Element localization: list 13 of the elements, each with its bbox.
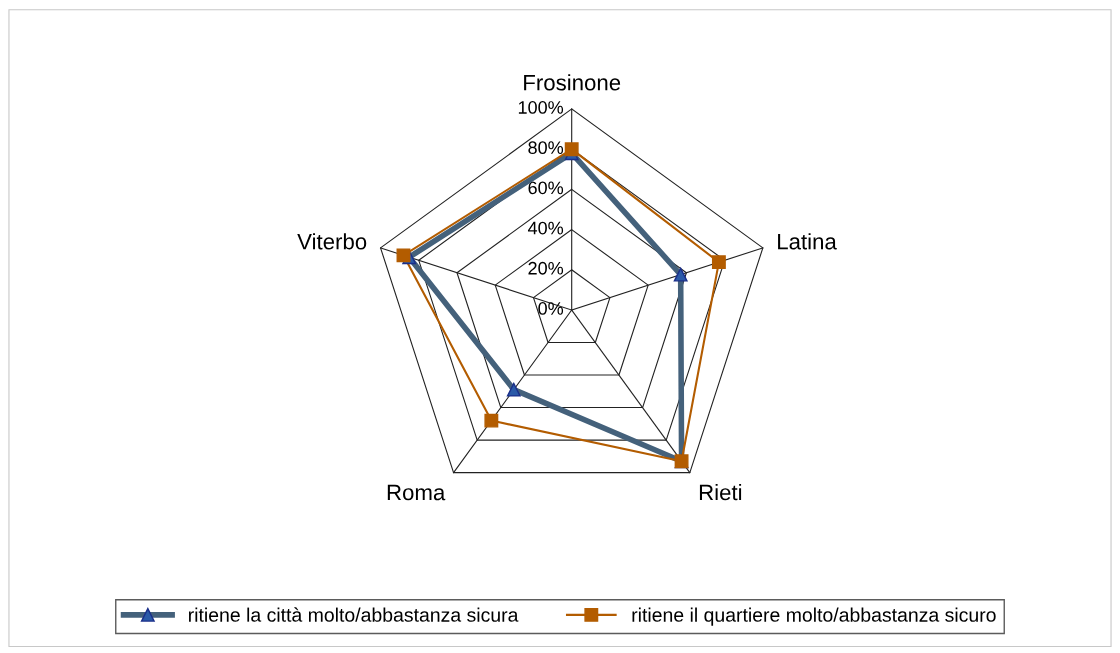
y-tick-label: 0% — [538, 302, 564, 315]
spoke-label: Viterbo — [297, 233, 367, 250]
legend-label: ritiene la città molto/abbastanza sicura — [188, 607, 519, 622]
y-tick-label: 80% — [528, 141, 564, 155]
spoke-label: Latina — [778, 233, 837, 250]
y-tick-label: 40% — [527, 221, 564, 235]
spoke-label: Roma — [387, 484, 446, 501]
y-tick-label: 20% — [528, 261, 564, 275]
legend-label: ritiene il quartiere molto/abbastanza sicuro — [632, 607, 996, 626]
y-tick-label: 100% — [518, 101, 564, 114]
y-tick-label: 60% — [528, 181, 564, 195]
spoke-label: Rieti — [699, 484, 742, 501]
spoke-label: Frosinone — [524, 74, 621, 91]
